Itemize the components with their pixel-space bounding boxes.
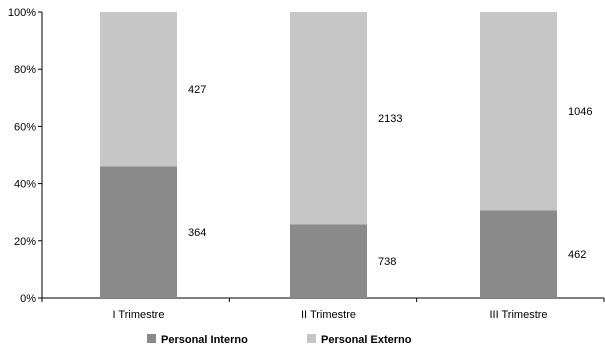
bar-segment [480, 12, 557, 211]
y-tick-label: 40% [14, 179, 36, 191]
x-axis: I Trimestre II Trimestre III Trimestre [41, 297, 605, 321]
y-tick-label: 100% [8, 7, 36, 19]
y-axis: 0% 20% 40% 60% 80% 100% [8, 7, 43, 305]
bar-segment [100, 166, 177, 298]
bars [100, 12, 557, 298]
bar-segment [480, 210, 557, 298]
y-tick-label: 20% [14, 236, 36, 248]
data-label: 427 [188, 84, 206, 96]
legend-swatch [307, 334, 316, 343]
legend-label: Personal Interno [161, 334, 248, 346]
y-tick-label: 80% [14, 64, 36, 76]
data-label: 462 [568, 249, 586, 261]
legend-label: Personal Externo [321, 334, 412, 346]
legend: Personal Interno Personal Externo [147, 334, 412, 346]
category-label: II Trimestre [301, 309, 356, 321]
y-tick-label: 60% [14, 121, 36, 133]
data-label: 738 [378, 256, 396, 268]
data-label: 2133 [378, 113, 402, 125]
data-label: 1046 [568, 106, 592, 118]
bar-segment [100, 12, 177, 167]
category-label: I Trimestre [113, 309, 165, 321]
data-label: 364 [188, 227, 206, 239]
y-tick-label: 0% [20, 293, 36, 305]
category-label: III Trimestre [489, 309, 547, 321]
legend-swatch [147, 334, 156, 343]
bar-segment [290, 12, 367, 225]
bar-segment [290, 224, 367, 298]
data-labels: 364 427 738 2133 462 1046 [188, 84, 592, 268]
